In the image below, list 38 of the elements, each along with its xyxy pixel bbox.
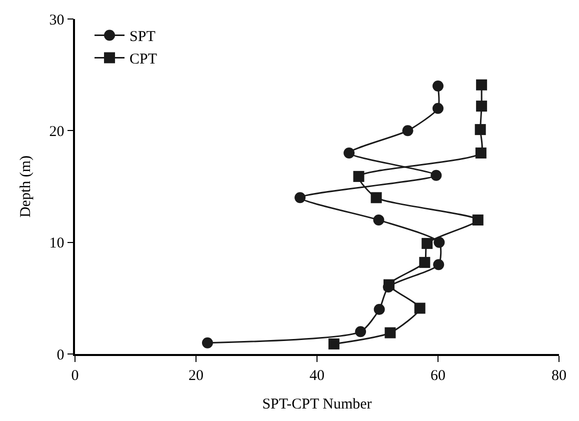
point [476, 100, 488, 112]
point [384, 279, 394, 290]
point [430, 170, 442, 181]
point [472, 214, 484, 226]
legend-label: SPT [130, 29, 156, 46]
point [474, 124, 486, 136]
point [370, 192, 382, 204]
point [432, 102, 444, 114]
point [328, 338, 340, 350]
point [475, 148, 486, 158]
y-tick-label: 10 [49, 236, 64, 252]
point [374, 304, 385, 315]
y-axis-title: Depth (m) [18, 155, 34, 218]
point [476, 79, 488, 90]
y-tick-label: 20 [49, 124, 64, 140]
x-tick-label: 20 [188, 368, 204, 384]
point [373, 214, 384, 226]
point [294, 192, 306, 204]
point [432, 80, 444, 92]
point [402, 125, 414, 136]
point [355, 326, 366, 338]
x-tick-label: 60 [430, 368, 446, 384]
x-tick-label: 40 [310, 368, 324, 384]
x-axis-title: SPT-CPT Number [262, 396, 372, 412]
x-tick-label: 0 [71, 368, 79, 384]
point [422, 238, 433, 249]
point [384, 327, 396, 338]
legend-label: CPT [130, 52, 158, 68]
point [414, 302, 426, 314]
point [353, 170, 364, 182]
point [419, 256, 430, 268]
x-tick-label: 80 [552, 368, 566, 384]
point [344, 148, 355, 158]
point [434, 236, 445, 248]
y-tick-label: 30 [49, 12, 64, 28]
point [202, 337, 213, 348]
point [433, 259, 444, 270]
y-tick-label: 0 [56, 347, 64, 364]
